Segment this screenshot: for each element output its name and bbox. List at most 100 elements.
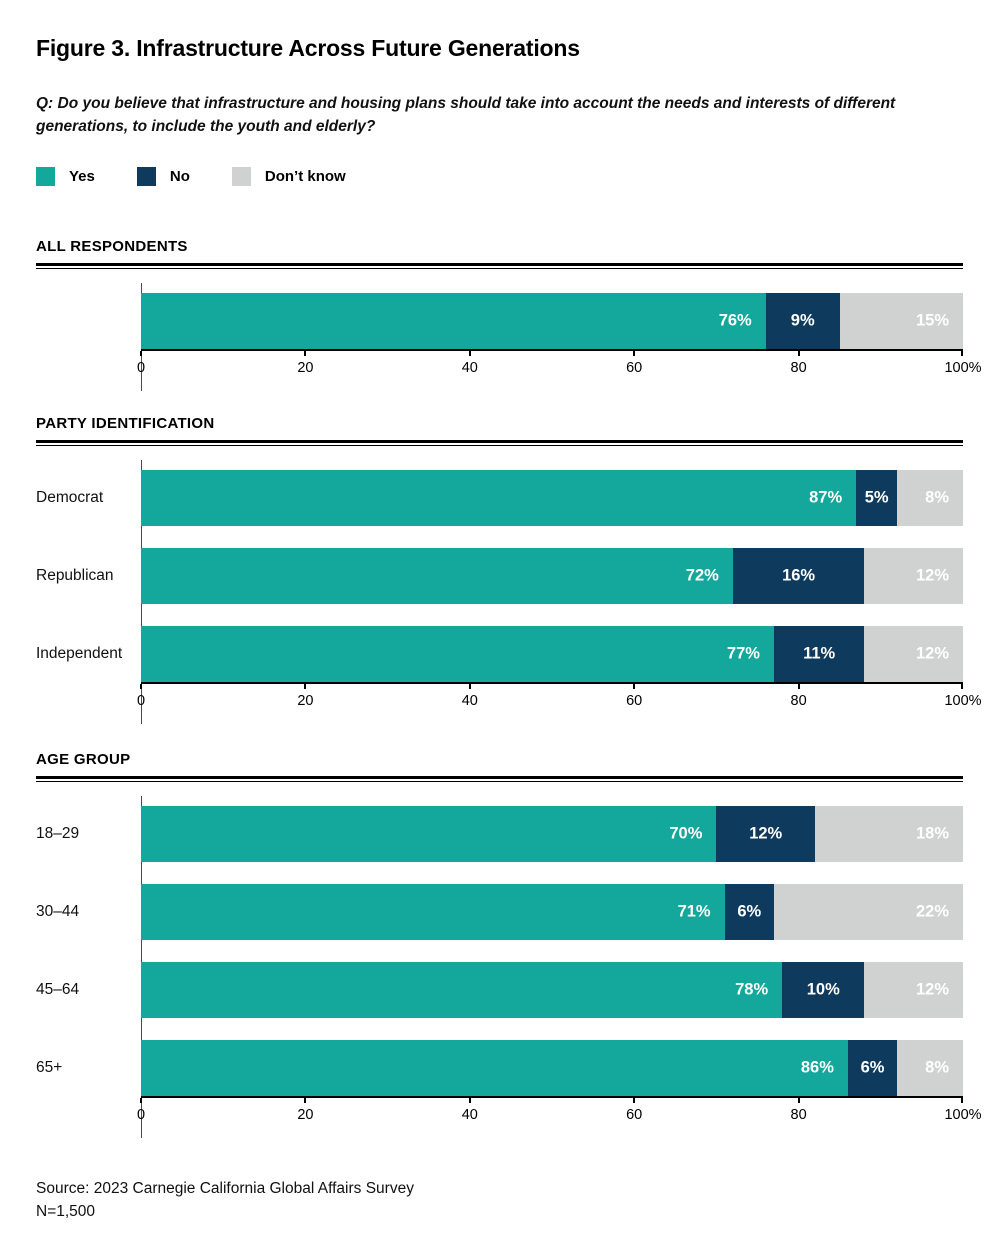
segment-no: 11% xyxy=(773,626,865,683)
value-label: 12% xyxy=(915,644,949,663)
value-label: 12% xyxy=(915,980,949,999)
value-label: 9% xyxy=(790,311,815,330)
segment-yes: 86% xyxy=(141,1040,848,1097)
axis-tick-label: 80 xyxy=(790,1107,807,1124)
legend-label: Don’t know xyxy=(264,168,346,186)
category-label: 30–44 xyxy=(36,903,80,921)
axis-tick-label: 100% xyxy=(944,360,982,377)
bar-track: 86% 6% 8% xyxy=(141,1040,963,1097)
segment-don-t-know: 12% xyxy=(864,626,963,683)
axis-tick-label: 0 xyxy=(136,693,146,710)
bar-row: 45–64 78% 10% 12% xyxy=(36,962,963,1019)
value-label: 5% xyxy=(864,488,889,507)
legend-swatch-don-t-know xyxy=(231,167,251,187)
segment-don-t-know: 12% xyxy=(864,962,963,1019)
segment-yes: 77% xyxy=(141,626,774,683)
axis-tick xyxy=(797,1098,800,1104)
section-rule xyxy=(36,263,963,270)
value-label: 71% xyxy=(677,902,711,921)
value-label: 22% xyxy=(915,902,949,921)
axis-tick-label: 20 xyxy=(297,693,314,710)
chart-all-respondents: 76% 9% 15% 0 20 40 60 80 100% xyxy=(36,283,982,392)
segment-don-t-know: 12% xyxy=(864,548,963,605)
value-label: 87% xyxy=(809,488,843,507)
value-label: 78% xyxy=(735,980,769,999)
axis-tick xyxy=(468,684,471,690)
bar-track: 77% 11% 12% xyxy=(141,626,963,683)
axis-tick xyxy=(304,351,307,357)
value-label: 11% xyxy=(803,644,836,663)
legend-swatch-no xyxy=(136,167,156,187)
figure-title: Figure 3. Infrastructure Across Future G… xyxy=(36,35,580,61)
segment-no: 5% xyxy=(856,470,898,527)
value-label: 86% xyxy=(800,1058,834,1077)
axis-tick-label: 40 xyxy=(461,693,478,710)
x-axis: 0 20 40 60 80 100% xyxy=(137,1096,982,1128)
legend-item-no: No xyxy=(136,167,190,187)
axis-tick xyxy=(633,1098,636,1104)
axis-tick xyxy=(468,1098,471,1104)
x-axis: 0 20 40 60 80 100% xyxy=(137,682,982,714)
category-label: Republican xyxy=(36,567,114,585)
axis-tick xyxy=(304,684,307,690)
axis-tick-label: 100% xyxy=(944,1107,982,1124)
bar-track: 78% 10% 12% xyxy=(141,962,963,1019)
section-all-respondents: ALL RESPONDENTS 76% 9% 15% 0 20 40 60 80 100% xyxy=(36,238,982,392)
source-line-2: N=1,500 xyxy=(36,1202,96,1220)
legend: Yes No Don’t know xyxy=(36,167,963,187)
segment-no: 16% xyxy=(732,548,865,605)
axis-tick xyxy=(961,1098,963,1104)
segment-yes: 70% xyxy=(141,806,717,863)
axis-tick xyxy=(468,351,471,357)
category-label: Independent xyxy=(36,645,123,663)
segment-yes: 78% xyxy=(141,962,783,1019)
bar-track: 70% 12% 18% xyxy=(141,806,963,863)
value-label: 18% xyxy=(915,824,949,843)
chart-age-group: 18–29 70% 12% 18% 30–44 71% 6% 22% 45–64 78% 10% 12… xyxy=(36,796,982,1139)
bar-track: 76% 9% 15% xyxy=(141,293,963,350)
segment-don-t-know: 22% xyxy=(773,884,963,941)
section-age-group: AGE GROUP 18–29 70% 12% 18% 30–44 71% 6% 22% 45–… xyxy=(36,751,982,1139)
axis-tick xyxy=(304,1098,307,1104)
axis-tick xyxy=(140,351,142,357)
value-label: 70% xyxy=(669,824,703,843)
question-text: Q: Do you believe that infrastructure an… xyxy=(36,94,896,135)
axis-tick xyxy=(633,351,636,357)
value-label: 15% xyxy=(915,311,949,330)
bar-track: 87% 5% 8% xyxy=(141,470,963,527)
section-party-identification: PARTY IDENTIFICATION Democrat 87% 5% 8% Repu… xyxy=(36,415,982,725)
axis-tick-label: 0 xyxy=(136,360,146,377)
bar-row: 30–44 71% 6% 22% xyxy=(36,884,963,941)
axis-tick-label: 40 xyxy=(461,1107,478,1124)
legend-item-yes: Yes xyxy=(36,167,95,187)
axis-tick-label: 100% xyxy=(944,693,982,710)
bar-row: 65+ 86% 6% 8% xyxy=(36,1040,963,1097)
value-label: 77% xyxy=(726,644,760,663)
value-label: 10% xyxy=(806,980,840,999)
axis-tick-label: 60 xyxy=(626,693,643,710)
axis-tick xyxy=(797,351,800,357)
value-label: 12% xyxy=(749,824,783,843)
segment-don-t-know: 8% xyxy=(897,470,963,527)
x-axis: 0 20 40 60 80 100% xyxy=(137,349,982,381)
axis-tick-label: 40 xyxy=(461,360,478,377)
chart-party-identification: Democrat 87% 5% 8% Republican 72% 16% 12% Indepe… xyxy=(36,460,982,725)
value-label: 8% xyxy=(925,1058,949,1077)
axis-tick-label: 20 xyxy=(297,1107,314,1124)
section-rule xyxy=(36,440,963,447)
legend-swatch-yes xyxy=(36,167,55,187)
axis-tick xyxy=(140,684,142,690)
legend-label: Yes xyxy=(69,168,95,186)
axis-tick-label: 80 xyxy=(790,693,807,710)
value-label: 8% xyxy=(925,488,949,507)
segment-yes: 76% xyxy=(141,293,766,350)
section-rule xyxy=(36,776,963,783)
value-label: 6% xyxy=(860,1058,885,1077)
segment-no: 6% xyxy=(847,1040,898,1097)
category-label: 45–64 xyxy=(36,981,80,999)
legend-item-don-t-know: Don’t know xyxy=(231,167,346,187)
source-line-1: Source: 2023 Carnegie California Global … xyxy=(36,1180,414,1198)
bar-row: Republican 72% 16% 12% xyxy=(36,548,963,605)
bar-row: 18–29 70% 12% 18% xyxy=(36,806,963,863)
